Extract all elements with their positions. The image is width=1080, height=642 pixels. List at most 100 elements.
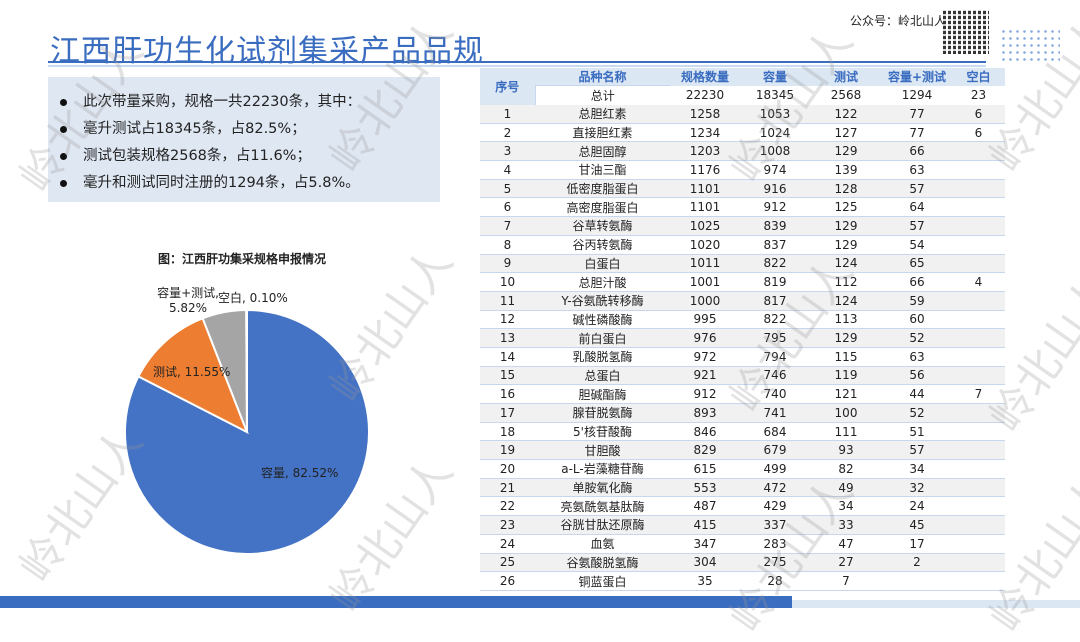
table-cell: 甘胆酸: [535, 440, 670, 461]
table-row: 20 a-L-岩藻糖苷酶 615 499 82 34: [480, 459, 1005, 479]
summary-bullets: 此次带量采购，规格一共22230条，其中： 毫升测试占18345条，占82.5%…: [48, 77, 440, 202]
table-cell: 976: [670, 328, 740, 348]
table-row: 18 5'核苷酸酶 846 684 111 51: [480, 422, 1005, 442]
table-cell: 684: [740, 422, 810, 442]
table-cell: 6: [952, 123, 1005, 143]
header-test: 测试: [810, 68, 882, 86]
table-cell: [952, 459, 1005, 479]
table-cell: 893: [670, 403, 740, 423]
table-cell: [952, 534, 1005, 554]
bullet-item: 毫升测试占18345条，占82.5%；: [56, 116, 440, 143]
table-cell: 20: [480, 459, 535, 479]
table-cell: 15: [480, 366, 535, 386]
table-cell: 974: [740, 160, 810, 180]
table-cell: [882, 571, 952, 591]
header-capacity: 容量: [740, 68, 810, 86]
table-cell: 77: [882, 104, 952, 124]
pie-slice-1: [137, 317, 249, 435]
table-cell: 总计: [534, 85, 670, 105]
table-cell: 2: [480, 123, 535, 143]
table-cell: 11: [480, 291, 535, 311]
table-cell: 822: [740, 254, 810, 274]
table-cell: 12: [480, 310, 535, 330]
table-cell: 18345: [740, 85, 810, 105]
table-cell: [952, 235, 1005, 255]
table-cell: 51: [882, 422, 952, 442]
page-title: 江西肝功生化试剂集采产品品规: [50, 34, 484, 69]
table-cell: 2568: [810, 85, 882, 105]
table-cell: 837: [740, 235, 810, 255]
table-cell: 白蛋白: [535, 254, 670, 274]
bullet-item: 测试包装规格2568条，占11.6%；: [56, 143, 440, 170]
table-cell: 124: [810, 254, 882, 274]
table-cell: [952, 254, 1005, 274]
header-index: 序号: [480, 68, 535, 105]
table-cell: 亮氨酰氨基肽酶: [535, 496, 670, 517]
table-cell: 912: [740, 197, 810, 218]
table-cell: 129: [810, 216, 882, 236]
table-cell: 283: [740, 534, 810, 554]
table-cell: [952, 179, 1005, 199]
table-cell: 28: [740, 571, 810, 591]
table-cell: 63: [882, 160, 952, 180]
table-cell: [952, 515, 1005, 535]
table-cell: [952, 366, 1005, 386]
table-cell: 1025: [670, 216, 740, 236]
table-cell: 甘油三酯: [535, 160, 670, 180]
header-name: 品种名称: [535, 68, 670, 86]
table-row: 24 血氨 347 283 47 17: [480, 534, 1005, 554]
table-row: 5 低密度脂蛋白 1101 916 128 57: [480, 179, 1005, 199]
table-cell: 谷丙转氨酶: [535, 235, 670, 255]
bullet-item: 此次带量采购，规格一共22230条，其中：: [56, 89, 440, 116]
table-cell: 34: [810, 496, 882, 517]
table-row: 16 胆碱酯酶 912 740 121 44 7: [480, 384, 1005, 404]
table-cell: 56: [882, 366, 952, 386]
table-cell: 112: [810, 272, 882, 292]
table-cell: 45: [882, 515, 952, 535]
label-capacity-test: 容量+测试, 5.82%: [157, 286, 219, 315]
table-cell: [952, 141, 1005, 162]
table-cell: 总胆红素: [535, 104, 670, 124]
table-cell: 4: [480, 160, 535, 180]
table-cell: 49: [810, 478, 882, 498]
table-cell: 33: [810, 515, 882, 535]
table-cell: 25: [480, 553, 535, 573]
chart-title: 图：江西肝功集采规格申报情况: [158, 252, 327, 266]
table-row: 22 亮氨酰氨基肽酶 487 429 34 24: [480, 496, 1005, 517]
table-cell: 1024: [740, 123, 810, 143]
table-cell: 胆碱酯酶: [535, 384, 670, 404]
table-cell: 125: [810, 197, 882, 218]
table-cell: 63: [882, 347, 952, 367]
label-capacity: 容量, 82.52%: [261, 466, 339, 480]
table-cell: 44: [882, 384, 952, 404]
table-cell: 直接胆红素: [535, 123, 670, 143]
table-cell: 829: [670, 440, 740, 461]
table-cell: 谷草转氨酶: [535, 216, 670, 236]
table-cell: 单胺氧化酶: [535, 478, 670, 498]
table-cell: 57: [882, 179, 952, 199]
table-cell: 乳酸脱氢酶: [535, 347, 670, 367]
table-cell: 741: [740, 403, 810, 423]
table-cell: 总蛋白: [535, 366, 670, 386]
table-row: 1 总胆红素 1258 1053 122 77 6: [480, 104, 1005, 124]
table-cell: 总胆固醇: [535, 141, 670, 162]
table-cell: 谷氨酸脱氢酶: [535, 553, 670, 573]
table-cell: 916: [740, 179, 810, 199]
table-row: 12 碱性磷酸酶 995 822 113 60: [480, 310, 1005, 330]
table-cell: 472: [740, 478, 810, 498]
table-cell: 822: [740, 310, 810, 330]
table-cell: 60: [882, 310, 952, 330]
table-cell: 77: [882, 123, 952, 143]
table-cell: 22: [480, 496, 535, 517]
table-cell: 499: [740, 459, 810, 479]
table-cell: 47: [810, 534, 882, 554]
table-cell: 22230: [670, 85, 740, 105]
title-underline: [48, 61, 986, 63]
table-cell: 121: [810, 384, 882, 404]
table-cell: [952, 571, 1005, 591]
table-cell: 18: [480, 422, 535, 442]
table-cell: [952, 496, 1005, 517]
pie-slice-3: [245, 308, 248, 433]
table-cell: 24: [480, 534, 535, 554]
table-cell: 115: [810, 347, 882, 367]
